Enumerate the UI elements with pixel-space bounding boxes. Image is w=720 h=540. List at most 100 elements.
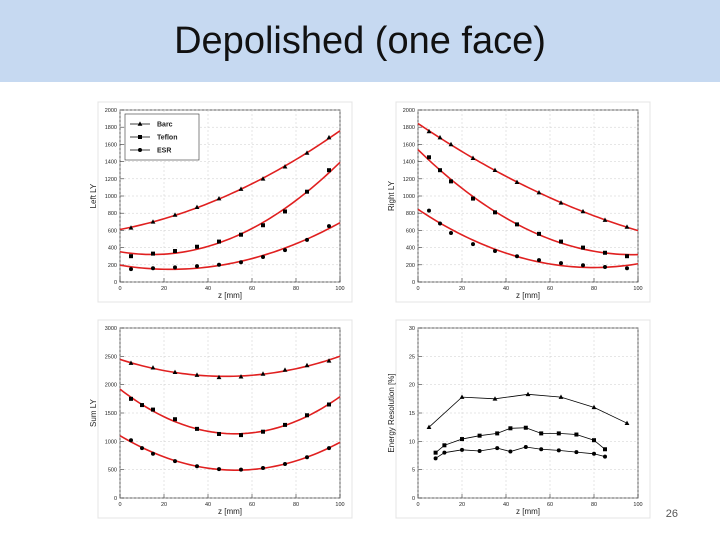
y-tick-label: 1400 <box>403 160 415 166</box>
data-point-teflon <box>327 402 331 407</box>
data-point-esr <box>239 467 243 472</box>
data-point-teflon <box>283 209 287 214</box>
data-point-barc <box>304 150 310 155</box>
data-point-esr <box>305 237 309 242</box>
x-tick-label: 100 <box>335 502 344 508</box>
data-point-esr <box>140 446 144 451</box>
data-point-barc <box>536 189 542 195</box>
data-point-teflon <box>471 196 475 201</box>
data-point-barc <box>514 179 520 185</box>
fit-curve-teflon <box>119 161 341 256</box>
data-point-teflon <box>217 431 221 436</box>
data-point-teflon <box>493 210 497 215</box>
y-tick-label: 500 <box>108 468 117 474</box>
data-point-esr <box>305 455 309 460</box>
y-tick-label: 3000 <box>105 326 117 332</box>
data-point-esr <box>508 449 513 454</box>
data-point-teflon <box>603 250 607 255</box>
data-point-barc <box>624 420 630 425</box>
data-point-esr <box>559 261 563 266</box>
data-point-barc <box>525 391 531 397</box>
data-point-teflon <box>442 443 447 448</box>
data-point-teflon <box>129 396 133 401</box>
x-tick-label: 80 <box>591 286 597 292</box>
x-tick-label: 40 <box>205 502 211 508</box>
x-axis-label: z [mm] <box>516 291 540 300</box>
x-tick-label: 60 <box>547 286 553 292</box>
fit-curve-teflon <box>119 388 341 435</box>
data-point-barc <box>172 212 178 217</box>
data-point-esr <box>261 465 265 470</box>
y-tick-label: 10 <box>409 439 415 445</box>
data-point-esr <box>173 265 177 270</box>
y-tick-label: 1800 <box>105 125 117 131</box>
data-point-teflon <box>495 431 500 436</box>
x-tick-label: 100 <box>633 502 642 508</box>
data-point-teflon <box>217 239 221 244</box>
data-point-barc <box>326 358 332 363</box>
x-tick-label: 20 <box>459 502 465 508</box>
data-point-barc <box>172 369 178 374</box>
data-point-barc <box>260 176 266 181</box>
data-point-teflon <box>477 433 482 438</box>
legend-label: Barc <box>157 122 173 129</box>
x-tick-label: 100 <box>633 286 642 292</box>
page-number: 26 <box>665 508 678 520</box>
series-line-esr <box>435 446 606 459</box>
y-tick-label: 20 <box>409 383 415 389</box>
data-point-teflon <box>460 437 464 442</box>
data-point-esr <box>327 446 331 451</box>
legend-marker <box>138 148 142 152</box>
y-tick-label: 1600 <box>403 142 415 148</box>
x-tick-label: 0 <box>118 286 121 292</box>
data-point-esr <box>427 208 431 213</box>
data-point-esr <box>129 438 133 443</box>
data-point-barc <box>437 134 443 140</box>
data-point-teflon <box>438 168 442 173</box>
data-point-barc <box>492 167 498 172</box>
legend-label: ESR <box>157 148 171 155</box>
data-point-esr <box>495 446 500 451</box>
data-point-barc <box>602 217 608 222</box>
y-tick-label: 25 <box>409 354 415 360</box>
data-point-esr <box>537 258 541 263</box>
y-tick-label: 1200 <box>105 177 117 183</box>
data-point-esr <box>592 451 596 456</box>
data-point-barc <box>304 362 310 368</box>
data-point-esr <box>283 248 287 253</box>
data-point-teflon <box>195 426 199 431</box>
data-point-teflon <box>603 447 607 452</box>
x-tick-label: 80 <box>293 286 299 292</box>
y-tick-label: 400 <box>406 246 415 252</box>
data-point-esr <box>173 459 177 464</box>
data-point-barc <box>326 134 332 140</box>
data-point-teflon <box>427 155 431 160</box>
y-tick-label: 1400 <box>105 160 117 166</box>
fit-curve-esr <box>119 434 341 471</box>
legend-marker <box>137 121 143 126</box>
fit-curve-esr <box>119 221 341 271</box>
data-point-esr <box>449 230 453 235</box>
data-point-teflon <box>261 223 265 228</box>
x-tick-label: 0 <box>118 502 121 508</box>
y-tick-label: 5 <box>412 468 415 474</box>
y-tick-label: 400 <box>108 246 117 252</box>
x-tick-label: 40 <box>503 502 509 508</box>
data-point-teflon <box>327 168 331 173</box>
data-point-barc <box>194 204 200 209</box>
data-point-barc <box>150 219 156 224</box>
data-point-esr <box>151 266 155 271</box>
data-point-teflon <box>195 244 199 249</box>
data-point-barc <box>448 141 454 147</box>
data-point-barc <box>260 371 266 376</box>
data-point-barc <box>150 365 156 370</box>
y-axis-label: Right LY <box>387 180 396 211</box>
data-point-teflon <box>433 450 438 455</box>
data-point-esr <box>493 249 497 254</box>
data-point-esr <box>625 266 629 271</box>
y-tick-label: 1000 <box>403 194 415 200</box>
data-point-esr <box>217 262 221 267</box>
x-tick-label: 60 <box>547 502 553 508</box>
data-point-barc <box>282 367 288 372</box>
data-point-barc <box>216 195 222 201</box>
